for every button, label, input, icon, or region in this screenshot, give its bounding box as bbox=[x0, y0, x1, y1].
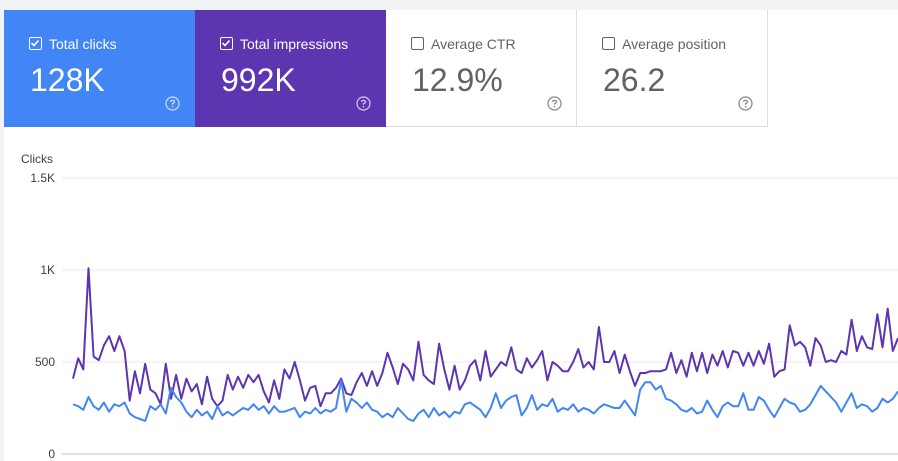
metric-card-total-impressions[interactable]: Total impressions 992K bbox=[195, 10, 386, 127]
y-tick-label: 500 bbox=[35, 355, 55, 369]
help-icon[interactable] bbox=[356, 96, 371, 111]
metric-label: Total clicks bbox=[49, 36, 117, 52]
help-icon[interactable] bbox=[165, 96, 180, 111]
y-tick-label: 1K bbox=[40, 263, 55, 277]
chart-series bbox=[72, 267, 898, 422]
checkbox-checked-icon[interactable] bbox=[29, 37, 42, 50]
metric-value: 128K bbox=[30, 62, 105, 98]
series-line-total-clicks bbox=[72, 379, 898, 422]
metric-label: Average CTR bbox=[431, 36, 516, 52]
metric-label: Total impressions bbox=[240, 36, 349, 52]
metric-value: 992K bbox=[221, 62, 296, 98]
metric-card-average-position[interactable]: Average position 26.2 bbox=[577, 10, 768, 127]
checkbox-unchecked-icon[interactable] bbox=[602, 37, 615, 50]
metric-label: Average position bbox=[622, 36, 727, 52]
checkbox-unchecked-icon[interactable] bbox=[411, 37, 424, 50]
series-line-total-impressions bbox=[72, 267, 898, 408]
y-axis-title: Clicks bbox=[21, 152, 53, 166]
checkbox-checked-icon[interactable] bbox=[220, 37, 233, 50]
y-axis-ticks: 1.5K 1K 500 0 bbox=[30, 171, 55, 461]
chart-grid bbox=[62, 177, 898, 455]
y-tick-label: 1.5K bbox=[30, 171, 55, 185]
metric-card-total-clicks[interactable]: Total clicks 128K bbox=[4, 10, 195, 127]
metric-cards: Total clicks 128K Total impressions 992K… bbox=[4, 10, 768, 127]
help-icon[interactable] bbox=[547, 96, 562, 111]
metric-card-average-ctr[interactable]: Average CTR 12.9% bbox=[386, 10, 577, 127]
y-tick-label: 0 bbox=[48, 447, 55, 461]
metric-value: 12.9% bbox=[412, 62, 503, 98]
metric-value: 26.2 bbox=[603, 62, 666, 98]
help-icon[interactable] bbox=[738, 96, 753, 111]
performance-panel: Total clicks 128K Total impressions 992K… bbox=[4, 10, 898, 461]
